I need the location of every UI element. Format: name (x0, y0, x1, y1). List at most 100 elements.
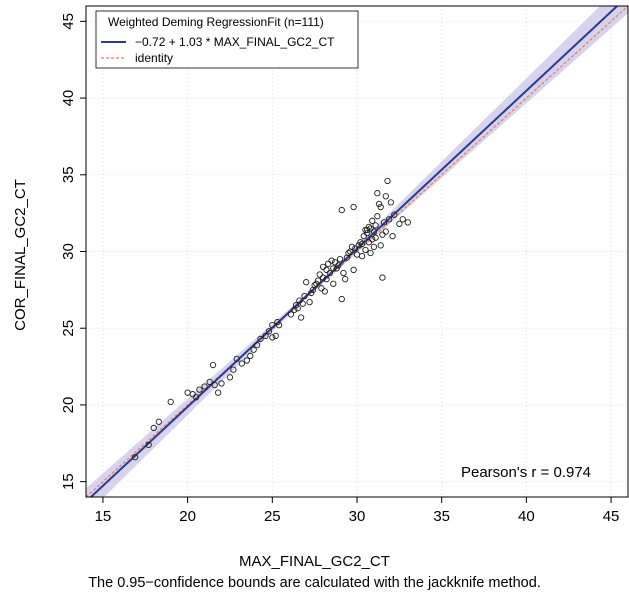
data-point (196, 386, 203, 393)
data-point (336, 256, 344, 263)
data-point (303, 279, 310, 286)
data-point (328, 257, 335, 264)
data-point (323, 275, 330, 283)
data-point (269, 334, 276, 341)
data-point (209, 361, 217, 369)
data-point (377, 203, 384, 211)
data-point (372, 234, 379, 241)
legend-label-regression: −0.72 + 1.03 * MAX_FINAL_GC2_CT (135, 35, 335, 49)
data-point (382, 193, 389, 200)
data-point (382, 228, 389, 235)
data-point (265, 328, 273, 335)
data-point (338, 295, 345, 303)
data-point (370, 243, 378, 251)
pearson-annotation: Pearson's r = 0.974 (461, 464, 591, 481)
data-point (335, 262, 342, 269)
data-point (384, 177, 391, 185)
data-point (233, 355, 240, 363)
y-axis-title: COR_FINAL_GC2_CT (12, 179, 29, 331)
data-point (364, 226, 371, 234)
data-point (272, 332, 279, 340)
data-point (145, 441, 152, 448)
data-point (338, 206, 345, 214)
data-point (343, 254, 350, 261)
data-point (311, 282, 318, 289)
x-axis-title: MAX_FINAL_GC2_CT (239, 553, 390, 570)
data-point (238, 360, 245, 367)
data-point (155, 418, 162, 425)
data-point (314, 277, 322, 284)
y-tick-label: 25 (60, 320, 77, 337)
data-point (358, 252, 366, 260)
data-point (275, 321, 283, 329)
data-point (211, 381, 218, 389)
data-point (301, 292, 308, 300)
data-point (340, 269, 347, 277)
data-point (201, 383, 208, 390)
data-point (167, 398, 174, 406)
data-point (350, 266, 357, 274)
y-axis-ticks: 15 20 25 30 35 40 45 (60, 13, 86, 490)
data-point (374, 213, 381, 220)
data-point (367, 249, 374, 257)
y-tick-label: 15 (60, 473, 77, 490)
data-point (294, 305, 301, 312)
data-point (206, 378, 213, 386)
data-point (372, 222, 379, 229)
y-tick-label: 35 (60, 166, 77, 183)
data-point (399, 216, 406, 223)
data-point (306, 298, 313, 306)
chart-caption: The 0.95−confidence bounds are calculate… (88, 575, 541, 591)
y-tick-label: 20 (60, 397, 77, 414)
data-point (308, 289, 315, 297)
data-point (387, 199, 395, 206)
data-point (274, 318, 281, 326)
legend-box (95, 10, 359, 69)
data-point (330, 280, 337, 287)
data-point (377, 242, 384, 249)
data-point (321, 288, 328, 295)
data-point (150, 424, 157, 432)
x-tick-label: 25 (264, 508, 281, 525)
data-point (380, 219, 388, 226)
data-point (131, 453, 139, 461)
data-point (357, 239, 364, 246)
x-axis-ticks: 15 20 25 30 35 40 45 (95, 497, 620, 525)
x-tick-label: 35 (433, 508, 450, 525)
x-tick-label: 15 (95, 508, 112, 525)
data-point (379, 274, 386, 281)
regression-line (89, 6, 619, 497)
data-point (269, 321, 276, 329)
data-point (313, 280, 320, 287)
data-point (355, 242, 362, 249)
x-tick-label: 20 (179, 508, 196, 525)
y-tick-label: 45 (60, 13, 77, 30)
data-point (348, 243, 356, 251)
data-point (326, 269, 334, 277)
data-point (391, 211, 398, 218)
data-point (192, 394, 200, 401)
x-tick-label: 45 (603, 508, 620, 525)
legend: Weighted Deming RegressionFit (n=111) −0… (95, 10, 359, 69)
y-tick-label: 30 (60, 243, 77, 260)
data-point (369, 236, 376, 243)
data-point (262, 332, 269, 340)
legend-label-identity: identity (135, 51, 173, 65)
data-point (375, 200, 383, 208)
data-point (243, 357, 251, 364)
data-point (218, 380, 225, 387)
data-point (374, 190, 381, 197)
data-point (257, 335, 264, 343)
data-points (131, 177, 411, 461)
data-point (247, 352, 254, 359)
data-point (362, 226, 369, 234)
data-point (333, 265, 340, 272)
data-point (299, 300, 306, 307)
data-point (253, 341, 261, 349)
legend-title: Weighted Deming RegressionFit (n=111) (108, 15, 324, 29)
x-tick-label: 30 (349, 508, 366, 525)
data-point (364, 229, 371, 237)
data-point (396, 220, 403, 228)
data-point (292, 302, 300, 309)
